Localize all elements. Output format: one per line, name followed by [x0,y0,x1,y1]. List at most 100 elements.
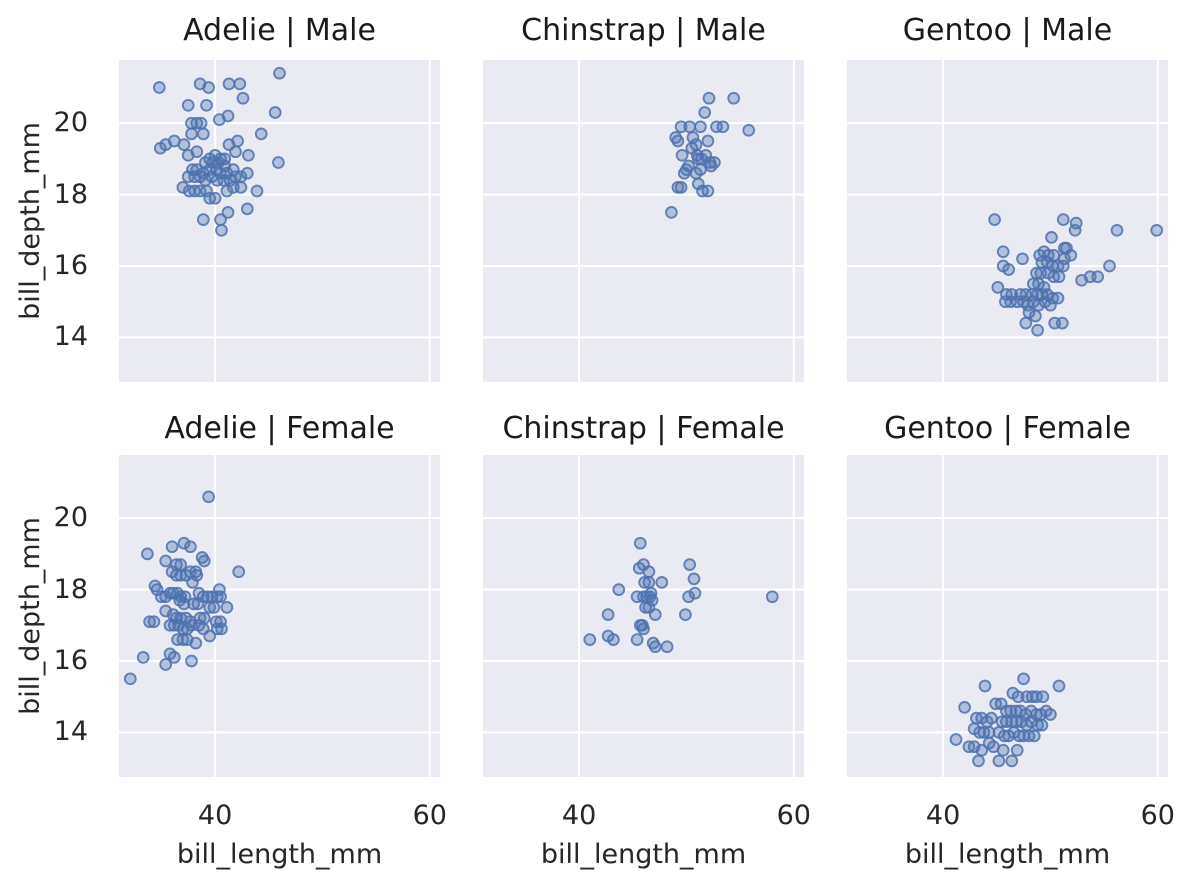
y-tick-label: 20 [53,502,88,534]
facet-title-gentoo-male: Gentoo | Male [902,13,1113,48]
y-tick-label: 20 [53,107,88,139]
data-point [612,583,626,596]
y-tick-label: 18 [53,573,88,605]
data-point [1051,291,1065,305]
data-point [688,586,702,600]
data-point [679,608,692,621]
data-point [202,81,215,94]
plot-background [483,455,804,777]
data-point [203,601,217,614]
data-point [170,568,183,582]
data-point [153,141,167,155]
data-point [682,590,695,604]
data-point [203,629,217,643]
data-point [1064,248,1078,262]
data-point [176,181,190,194]
data-point [254,127,268,141]
data-point [665,206,678,219]
data-point [1052,270,1066,284]
data-point [234,181,248,194]
data-point [1103,259,1116,273]
data-point [152,81,166,94]
data-point [675,148,689,162]
x-axis-label: bill_length_mm [176,839,383,870]
data-point [190,163,204,176]
data-point [186,576,199,589]
data-point [655,576,669,589]
data-point [1019,316,1033,330]
data-point [250,184,264,198]
facet-plot-gentoo-female [847,455,1168,777]
facet-plot-adelie-female [119,455,440,777]
data-point [1036,690,1050,704]
facet-title-gentoo-female: Gentoo | Female [884,411,1131,446]
data-point [1031,323,1044,337]
facet-plot-chinstrap-female [483,455,804,777]
data-point [1056,213,1070,226]
data-point [958,701,971,714]
data-point [159,554,173,568]
data-point [1027,729,1041,743]
data-point [988,213,1001,226]
data-point [694,120,707,134]
data-point [233,77,247,91]
data-point [992,754,1006,768]
data-point [1150,223,1164,237]
data-point [638,576,651,589]
x-tick-label: 60 [1140,800,1175,831]
data-point [1110,223,1124,237]
data-point [1024,715,1038,729]
data-point [200,98,213,112]
data-point [601,608,615,621]
y-tick-label: 14 [53,321,88,353]
data-point [229,145,242,159]
facet-plot-chinstrap-male [483,60,804,382]
data-point [996,743,1010,757]
data-point [165,540,179,554]
data-point [1011,690,1025,704]
data-point [240,166,254,180]
data-point [701,184,715,198]
data-point [716,120,730,134]
data-point [268,106,282,119]
data-point [202,490,215,504]
data-point [181,148,195,162]
data-point [996,245,1010,259]
data-point [147,615,161,629]
data-point [221,206,235,219]
data-point [1012,729,1026,743]
data-point [642,576,656,589]
data-point [1017,672,1030,686]
y-axis-label: bill_depth_mm [15,122,46,320]
data-point [991,281,1005,294]
y-tick-label: 14 [53,716,88,748]
data-point [189,636,203,650]
data-point [197,554,211,568]
data-point [232,565,246,579]
data-point [648,640,662,654]
data-point [975,743,989,757]
data-point [1005,754,1019,768]
plot-background [119,60,440,382]
data-point [978,679,992,693]
data-point [683,558,697,571]
data-point [191,597,205,611]
data-point [727,91,741,105]
plot-background [119,455,440,777]
data-point [1068,223,1082,237]
data-point [196,127,210,141]
data-point [702,91,716,105]
data-point [1016,252,1029,266]
plot-background [483,60,804,382]
y-tick-label: 16 [53,644,88,676]
facet-plot-adelie-male [119,60,440,382]
data-point [765,590,779,604]
data-point [177,138,191,151]
data-point [698,106,712,119]
data-point [143,615,156,629]
x-tick-label: 60 [412,800,447,831]
y-axis-label: bill_depth_mm [15,517,46,715]
data-point [176,633,190,646]
data-point [141,547,154,561]
